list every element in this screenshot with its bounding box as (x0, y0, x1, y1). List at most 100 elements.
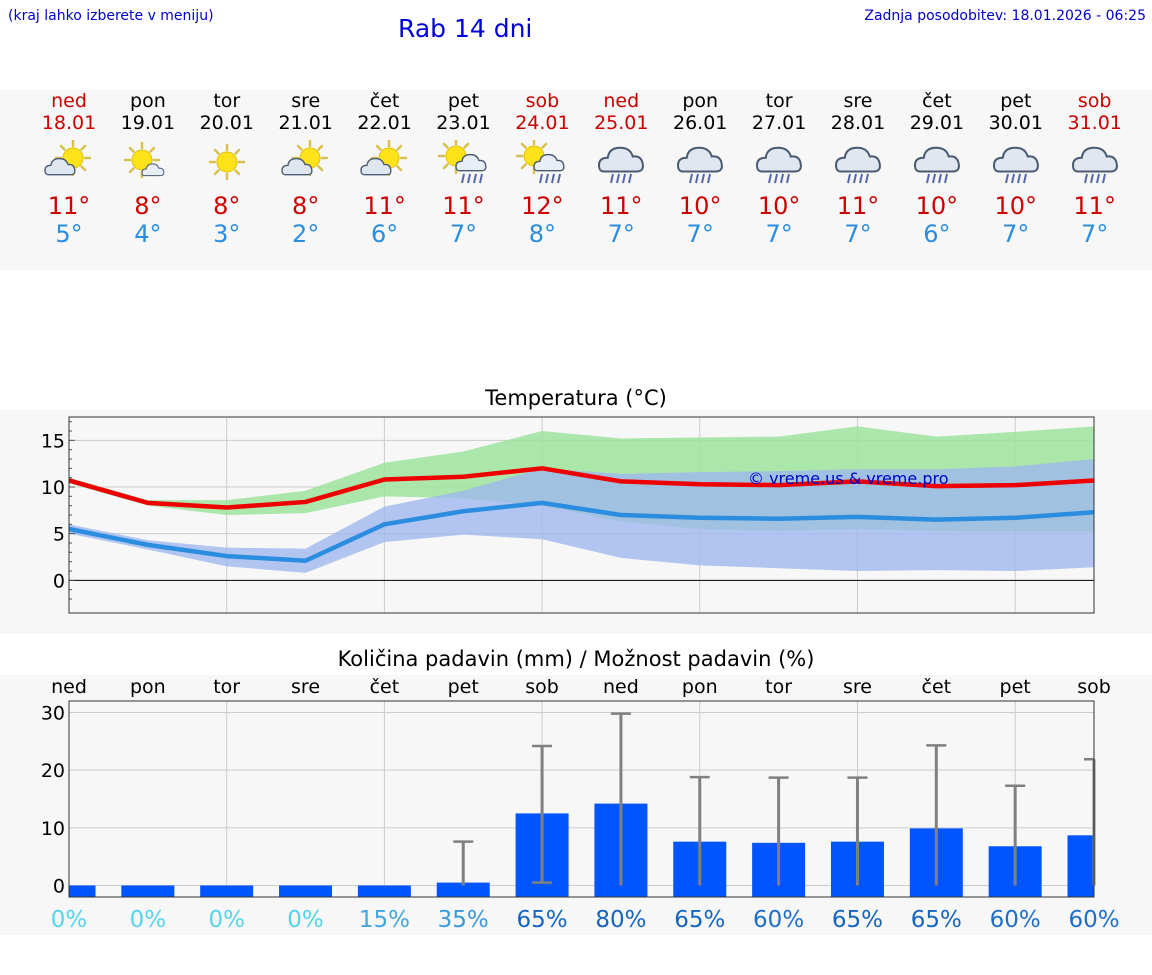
rain-cloud-icon (756, 146, 803, 184)
y-tick-label: 15 (41, 430, 65, 452)
min-temperature: 7° (1002, 220, 1030, 248)
day-name: pet (447, 90, 480, 112)
min-temperature: 2° (292, 220, 320, 248)
y-tick-label: 10 (41, 477, 65, 499)
min-temperature: 7° (686, 220, 714, 248)
precipitation-range (610, 712, 631, 886)
precipitation-chart-title: Količina padavin (mm) / Možnost padavin … (337, 647, 815, 671)
max-temperature: 11° (442, 192, 485, 220)
precipitation-range (453, 840, 474, 886)
day-column: čet 29.01 10° 6° (897, 90, 977, 248)
day-date: 28.01 (830, 112, 886, 134)
precipitation-probability: 60% (990, 907, 1041, 933)
day-label: sob (1077, 676, 1111, 698)
day-name: ned (603, 90, 640, 112)
precipitation-range (926, 744, 947, 886)
sun-rain-cloud-icon (437, 140, 487, 184)
precipitation-probability: 15% (359, 907, 410, 933)
partly-cloudy-sun-icon (359, 140, 407, 177)
min-temperature: 6° (923, 220, 951, 248)
day-date: 30.01 (988, 112, 1043, 134)
precipitation-probability: 60% (753, 907, 804, 933)
day-name: sre (843, 90, 873, 112)
region-menu-hint[interactable]: (kraj lahko izberete v meniju) (8, 8, 214, 24)
temperature-chart: 0 5 10 15 © vreme.us & vreme.pro (41, 416, 1095, 614)
rain-cloud-icon (1071, 146, 1118, 184)
max-temperature: 8° (134, 192, 162, 220)
rain-cloud-icon (677, 146, 724, 184)
sun-rain-cloud-icon (516, 140, 565, 184)
day-label: ned (603, 676, 639, 698)
partly-cloudy-sun-icon (281, 140, 328, 177)
day-column: ned 25.01 11° 7° (581, 90, 661, 248)
min-temperature: 6° (370, 220, 399, 248)
y-tick-label: 0 (53, 875, 65, 897)
precipitation-probability: 0% (130, 907, 167, 933)
plot-frame (68, 700, 1095, 898)
y-tick-label: 5 (53, 524, 65, 546)
sun-icon (208, 143, 246, 181)
max-temperature: 11° (363, 192, 406, 220)
day-label: pet (1000, 676, 1031, 698)
max-temperature: 12° (521, 192, 564, 220)
day-name: tor (213, 90, 241, 112)
day-column: sob 24.01 12° 8° (502, 90, 582, 248)
max-temperature: 10° (915, 192, 959, 220)
precipitation-probability: 65% (517, 907, 568, 933)
day-date: 22.01 (357, 112, 412, 134)
precipitation-probability: 80% (595, 907, 646, 933)
day-label: tor (213, 676, 240, 698)
max-temperature: 11° (47, 192, 91, 220)
max-temperature: 11° (1073, 192, 1116, 220)
precipitation-probability: 0% (208, 907, 245, 933)
min-temperature: 4° (134, 220, 162, 248)
day-label: sob (525, 676, 559, 698)
day-column: sre 28.01 11° 7° (818, 90, 898, 248)
day-label: tor (765, 676, 792, 698)
day-label: ned (51, 676, 87, 698)
rain-cloud-icon (992, 146, 1039, 184)
day-date: 18.01 (41, 112, 97, 134)
precipitation-probability: 65% (911, 907, 962, 933)
day-label: čet (370, 676, 400, 698)
min-temperature: 5° (55, 220, 83, 248)
day-column: pet 23.01 11° 7° (424, 90, 504, 248)
day-date: 19.01 (120, 112, 176, 134)
day-name: sob (1077, 90, 1112, 112)
max-temperature: 11° (600, 192, 643, 220)
day-column: pet 30.01 10° 7° (976, 90, 1056, 248)
day-label: pon (682, 676, 718, 698)
max-temperature: 10° (994, 192, 1038, 220)
day-date: 25.01 (594, 112, 649, 134)
day-date: 31.01 (1067, 112, 1122, 134)
last-updated: Zadnja posodobitev: 18.01.2026 - 06:25 (864, 8, 1146, 24)
precipitation-chart: ned pon tor sre čet pet sob ned pon tor sre čet pet s… (41, 676, 1120, 933)
max-temperature: 10° (678, 192, 722, 220)
day-label: čet (922, 676, 952, 698)
min-temperature: 7° (607, 220, 635, 248)
precipitation-range (689, 775, 710, 886)
day-name: pet (1000, 90, 1032, 112)
precipitation-bar (69, 885, 96, 897)
day-name: sre (291, 90, 321, 112)
day-date: 23.01 (436, 112, 491, 134)
precipitation-bar (121, 885, 175, 897)
precipitation-bar (436, 882, 490, 897)
day-label: pet (448, 676, 479, 698)
day-label: sre (843, 676, 872, 698)
day-column: tor 20.01 8° 3° (187, 90, 267, 248)
precipitation-bar (1067, 835, 1094, 897)
day-date: 21.01 (278, 112, 333, 134)
precipitation-probability: 35% (438, 907, 489, 933)
daily-forecast-panel: ned 18.01 11° 5° pon 19.01 8° 4° tor 20.01 8° 3° sre… (0, 90, 1152, 270)
day-name: tor (765, 90, 793, 112)
day-column: ned 18.01 11° 5° (29, 90, 109, 248)
precipitation-range (1005, 784, 1026, 886)
day-date: 27.01 (751, 112, 807, 134)
min-temperature-line (68, 500, 1095, 563)
precipitation-bar (200, 885, 254, 897)
y-tick-label: 10 (41, 818, 65, 840)
precipitation-range (532, 744, 553, 884)
day-name: sob (525, 90, 560, 112)
day-date: 26.01 (672, 112, 728, 134)
